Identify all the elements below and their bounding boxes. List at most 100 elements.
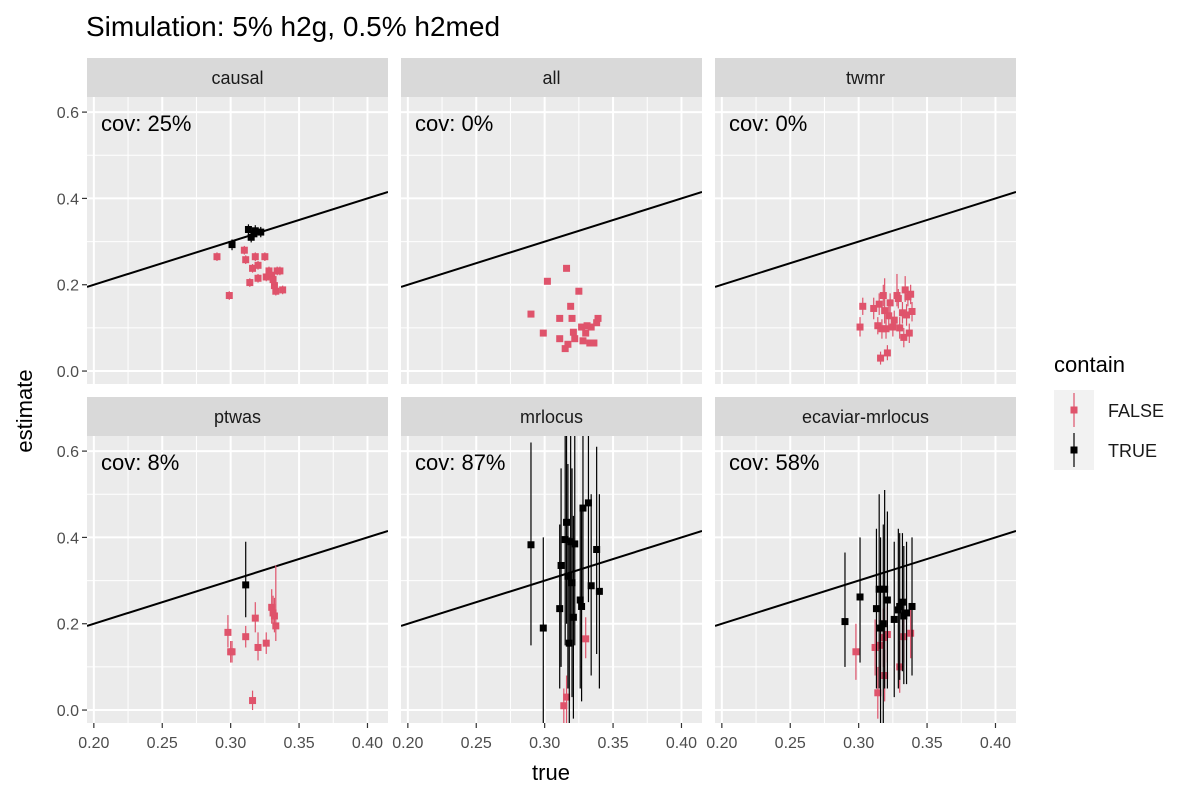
- data-point-false: [560, 702, 568, 710]
- y-tick-label: 0.4: [57, 191, 79, 208]
- data-point-false: [272, 622, 280, 630]
- facet-strip: [715, 58, 1016, 97]
- data-point-false: [225, 292, 233, 300]
- data-point-false: [889, 323, 897, 331]
- data-point-false: [213, 253, 221, 261]
- data-point-false: [874, 689, 882, 697]
- data-point-false: [852, 648, 860, 656]
- facet-strip: [715, 397, 1016, 436]
- y-tick-label: 0.6: [57, 444, 79, 461]
- data-point-false: [874, 322, 882, 330]
- data-point-true: [896, 602, 904, 610]
- data-point-false: [254, 261, 262, 269]
- facet-strip-label: all: [542, 68, 560, 88]
- data-point-true: [563, 518, 571, 526]
- facet-strip: [87, 397, 388, 436]
- data-point-false: [886, 299, 894, 307]
- data-point-false: [908, 307, 916, 315]
- data-point-false: [569, 328, 577, 336]
- panel-grid: [715, 97, 1016, 384]
- panel-background: [87, 436, 388, 723]
- data-point-true: [584, 499, 592, 507]
- data-point-false: [268, 603, 276, 611]
- facet-strip: [401, 58, 702, 97]
- data-point-true: [251, 227, 259, 235]
- panel-grid: [87, 97, 388, 384]
- legend-label-true: TRUE: [1108, 441, 1157, 461]
- data-point-true: [879, 620, 887, 628]
- data-point-false: [575, 287, 583, 295]
- data-point-true: [593, 546, 601, 554]
- facet-panel-causal: causal cov: 25%: [87, 58, 388, 384]
- data-point-false: [583, 322, 591, 330]
- facet-strip-label: twmr: [846, 68, 885, 88]
- legend: contain FALSE TRUE: [1054, 352, 1164, 470]
- facet-panel-all: all cov: 0%: [401, 58, 702, 384]
- data-point-true: [875, 585, 883, 593]
- data-point-true: [587, 582, 595, 590]
- chart-title: Simulation: 5% h2g, 0.5% h2med: [86, 11, 500, 42]
- data-point-false: [543, 277, 551, 285]
- reference-line: [715, 529, 1016, 627]
- x-tick-label: 0.25: [461, 735, 492, 752]
- panel-grid: [401, 436, 702, 723]
- reference-line: [401, 190, 702, 288]
- data-point-false: [905, 329, 913, 337]
- data-point-false: [582, 329, 590, 337]
- data-point-false: [568, 314, 576, 322]
- x-tick-label: 0.30: [843, 735, 874, 752]
- data-point-true: [841, 618, 849, 626]
- y-tick-label: 0.0: [57, 364, 79, 381]
- panel-background: [715, 436, 1016, 723]
- data-point-false: [896, 324, 904, 332]
- panel-grid: [87, 436, 388, 723]
- data-point-false: [890, 316, 898, 324]
- data-point-false: [254, 643, 262, 651]
- panel-background: [401, 97, 702, 384]
- data-point-false: [254, 274, 262, 282]
- coverage-label: cov: 25%: [101, 111, 192, 136]
- data-point-false: [251, 253, 259, 261]
- data-point-true: [527, 541, 535, 549]
- data-point-false: [907, 290, 915, 298]
- panel-grid: [715, 436, 1016, 723]
- data-point-false: [246, 279, 254, 287]
- data-point-false: [594, 314, 602, 322]
- data-point-false: [276, 267, 284, 275]
- x-tick-label: 0.20: [706, 735, 737, 752]
- data-point-false: [249, 264, 257, 272]
- panel-points: [527, 436, 603, 723]
- data-point-false: [593, 319, 601, 327]
- data-point-false: [586, 339, 594, 347]
- data-point-false: [556, 314, 564, 322]
- data-point-false: [265, 267, 273, 275]
- facet-panels: causal cov: 25% all cov: 0% twmr cov: 0% ptwas…: [87, 58, 1016, 723]
- data-point-false: [262, 639, 270, 647]
- facet-panel-ptwas: ptwas cov: 8%: [87, 397, 388, 723]
- reference-line: [87, 529, 388, 627]
- data-point-false: [527, 310, 535, 318]
- data-point-true: [557, 561, 565, 569]
- data-point-false: [242, 633, 250, 641]
- data-point-false: [898, 309, 906, 317]
- data-point-true: [579, 504, 587, 512]
- facet-strip-label: mrlocus: [520, 407, 583, 427]
- reference-line: [87, 190, 388, 288]
- y-tick-label: 0.2: [57, 617, 79, 634]
- data-point-false: [875, 300, 883, 308]
- data-point-false: [279, 286, 287, 294]
- data-point-false: [268, 271, 276, 279]
- data-point-true: [242, 581, 250, 589]
- panel-background: [401, 436, 702, 723]
- data-point-false: [240, 246, 248, 254]
- x-tick-label: 0.20: [392, 735, 423, 752]
- data-point-true: [556, 605, 564, 613]
- data-point-true: [595, 587, 603, 595]
- data-point-false: [564, 340, 572, 348]
- data-point-false: [571, 335, 579, 343]
- x-tick-label: 0.30: [215, 735, 246, 752]
- data-point-false: [563, 693, 571, 701]
- data-point-true: [571, 540, 579, 548]
- data-point-true: [228, 241, 236, 249]
- data-point-false: [856, 323, 864, 331]
